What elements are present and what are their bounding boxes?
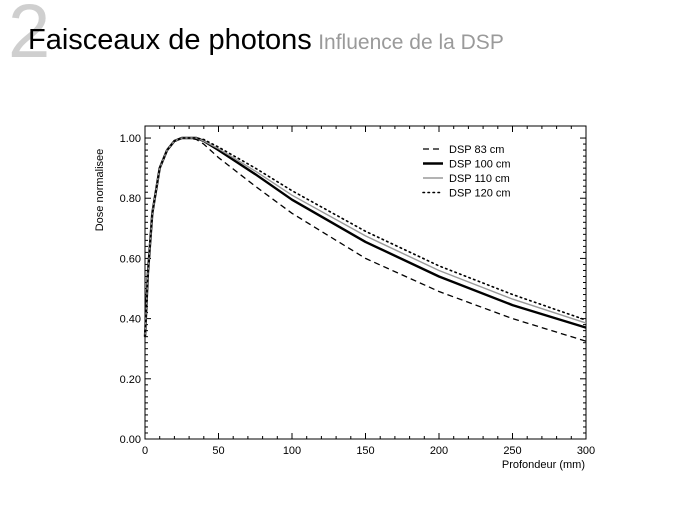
series-line-3 — [144, 137, 587, 337]
legend-label: DSP 110 cm — [449, 173, 510, 185]
x-axis-label: Profondeur (mm) — [502, 459, 585, 471]
x-axis: 0 50 100 150 200 250 300 — [142, 126, 595, 457]
slide-subtitle: Influence de la DSP — [318, 31, 504, 54]
slide-title: Faisceaux de photons — [28, 24, 312, 56]
x-tick-label: 0 — [142, 445, 148, 457]
y-tick-label: 0.60 — [120, 253, 141, 265]
legend-label: DSP 120 cm — [449, 188, 511, 200]
plot-frame — [144, 125, 587, 440]
legend: DSP 83 cm DSP 100 cm DSP 110 cm DSP 120 cm — [422, 144, 511, 200]
series-line-1 — [144, 137, 587, 342]
series-layer — [143, 136, 587, 342]
title-row: Faisceaux de photons Influence de la DSP — [28, 24, 504, 57]
legend-label: DSP 100 cm — [449, 159, 511, 171]
x-tick-label: 300 — [577, 445, 595, 457]
y-axis-label: Dose normalisee — [94, 149, 106, 232]
x-tick-label: 150 — [356, 445, 374, 457]
y-tick-label: 0.00 — [120, 434, 141, 446]
y-tick-label: 0.80 — [120, 193, 141, 205]
x-tick-label: 50 — [212, 445, 224, 457]
x-tick-label: 250 — [503, 445, 521, 457]
legend-label: DSP 83 cm — [449, 144, 504, 156]
x-tick-label: 200 — [430, 445, 448, 457]
y-tick-label: 0.20 — [120, 374, 141, 386]
y-tick-label: 0.40 — [120, 314, 141, 326]
y-axis: 0.00 0.20 0.40 0.60 0.80 1.00 — [120, 133, 586, 446]
y-tick-label: 1.00 — [120, 133, 141, 145]
x-tick-label: 100 — [283, 445, 301, 457]
series-line-2 — [143, 136, 587, 337]
slide-number: 2 — [8, 0, 51, 74]
